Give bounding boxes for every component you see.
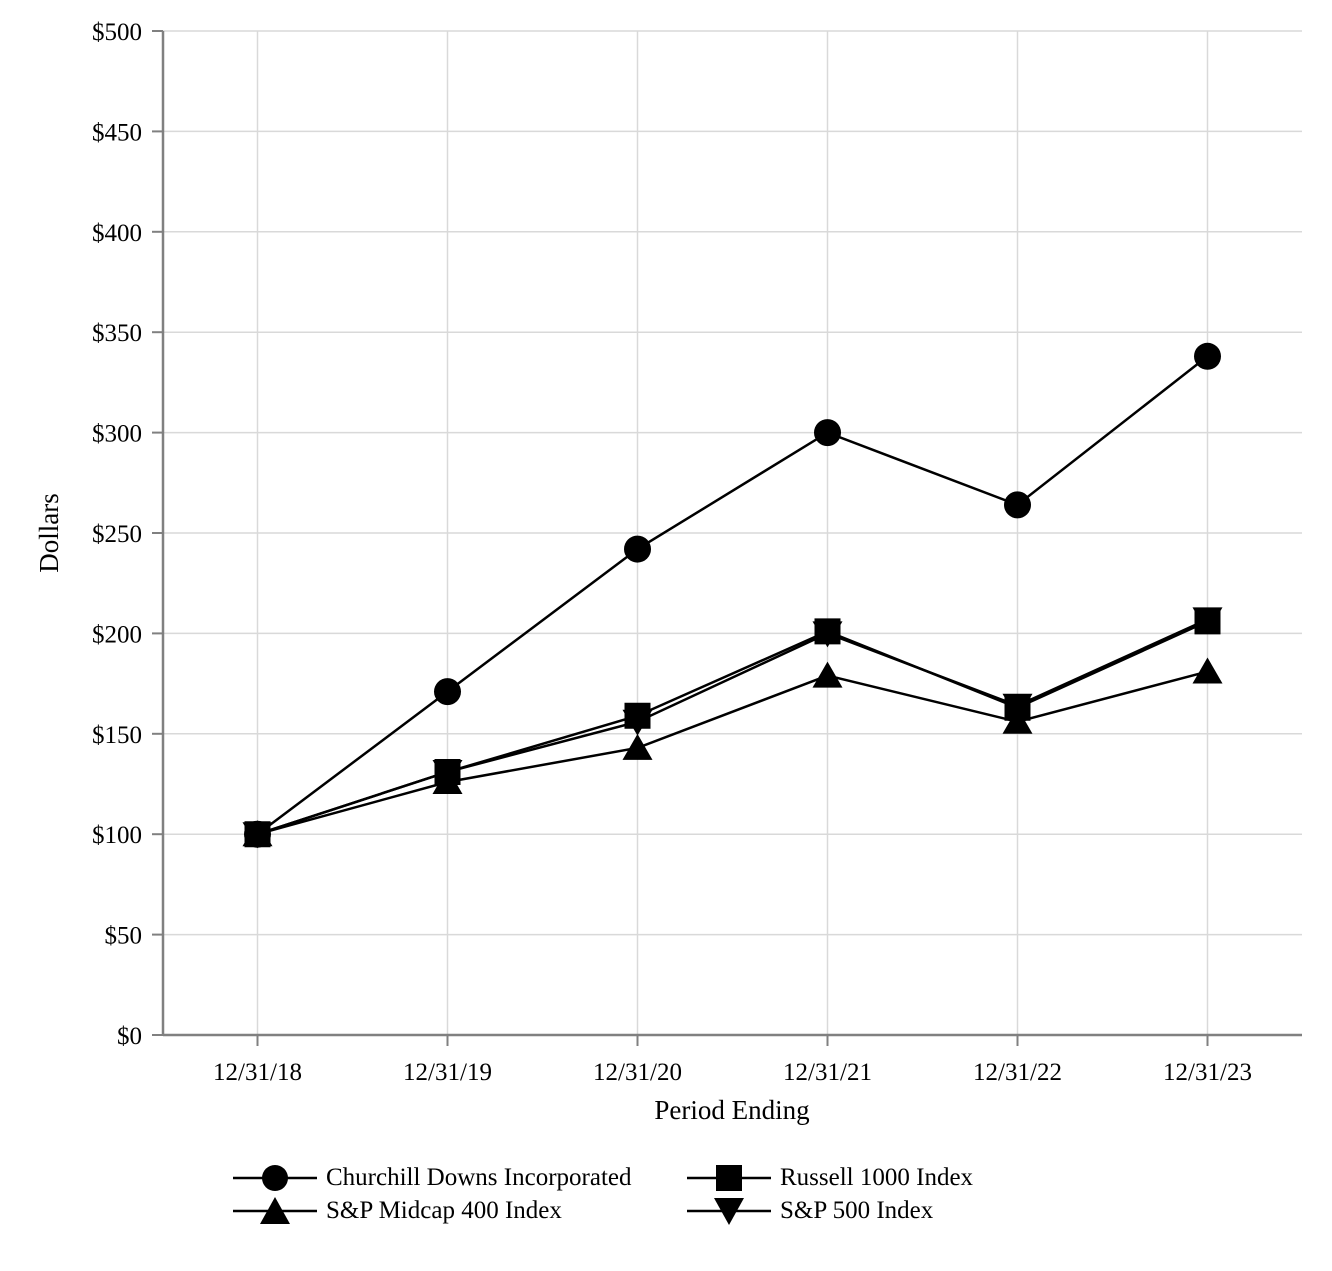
x-axis-title: Period Ending [654, 1095, 809, 1125]
data-point-square [814, 618, 841, 645]
gridlines [163, 30, 1302, 1036]
data-point-circle [814, 419, 841, 447]
legend-label-sp-midcap-400: S&P Midcap 400 Index [326, 1196, 562, 1224]
legend-label-sp-500: S&P 500 Index [780, 1196, 934, 1224]
data-point-triangle-up [1192, 657, 1223, 684]
data-point-square [1004, 694, 1031, 721]
data-point-circle [434, 678, 461, 706]
y-tick-label: $250 [92, 521, 142, 548]
y-tick-label: $500 [92, 19, 142, 46]
legend-entry-sp-midcap-400: S&P Midcap 400 Index [233, 1194, 687, 1227]
series-triangle-up [242, 657, 1223, 847]
legend-entry-churchill-downs: Churchill Downs Incorporated [233, 1161, 687, 1194]
y-tick-label: $100 [92, 822, 142, 849]
legend-entry-sp-500: S&P 500 Index [687, 1194, 973, 1227]
axis-ticks [152, 30, 1209, 1046]
series-line [257, 670, 1208, 836]
y-tick-label: $400 [92, 220, 142, 247]
data-point-circle [624, 535, 651, 563]
x-tick-label: 12/31/23 [1163, 1059, 1252, 1086]
y-tick-label: $300 [92, 421, 142, 448]
tick-labels: $0 $50 $100 $150 $200 $250 $300 $350 $400 $450 $50… [92, 19, 1252, 1086]
y-tick-label: $0 [117, 1023, 142, 1050]
y-tick-label: $450 [92, 119, 142, 146]
y-tick-label: $150 [92, 722, 142, 749]
series-circle [244, 342, 1221, 848]
y-tick-label: $350 [92, 320, 142, 347]
x-tick-label: 12/31/19 [403, 1059, 492, 1086]
y-tick-label: $50 [105, 923, 143, 950]
data-point-triangle-up [1002, 707, 1033, 734]
data-point-circle [1194, 342, 1221, 370]
circle-marker-icon [233, 1164, 317, 1191]
y-tick-label: $200 [92, 621, 142, 648]
triangle-down-marker-icon [687, 1197, 771, 1225]
series-line [257, 620, 1209, 836]
x-tick-label: 12/31/21 [783, 1059, 872, 1086]
square-marker-icon [687, 1164, 771, 1191]
data-point-square [434, 758, 461, 785]
data-point-triangle-up [622, 733, 653, 760]
legend-label-churchill-downs: Churchill Downs Incorporated [326, 1163, 632, 1191]
data-point-square [244, 821, 271, 848]
data-point-square [624, 702, 651, 729]
x-tick-label: 12/31/20 [593, 1059, 682, 1086]
y-axis-title: Dollars [34, 493, 64, 572]
series-line [256, 355, 1209, 836]
series-triangle-down [242, 607, 1223, 849]
data-point-square [1194, 608, 1221, 635]
data-series [242, 342, 1223, 849]
x-tick-label: 12/31/22 [973, 1059, 1062, 1086]
triangle-up-marker-icon [233, 1196, 317, 1224]
data-point-triangle-up [812, 661, 843, 688]
chart-legend: Churchill Downs Incorporated Russell 100… [233, 1161, 973, 1227]
series-square [244, 608, 1221, 848]
data-point-circle [1004, 491, 1031, 519]
legend-label-russell-1000: Russell 1000 Index [780, 1163, 974, 1191]
legend-entry-russell-1000: Russell 1000 Index [687, 1161, 973, 1194]
x-tick-label: 12/31/18 [213, 1059, 302, 1086]
